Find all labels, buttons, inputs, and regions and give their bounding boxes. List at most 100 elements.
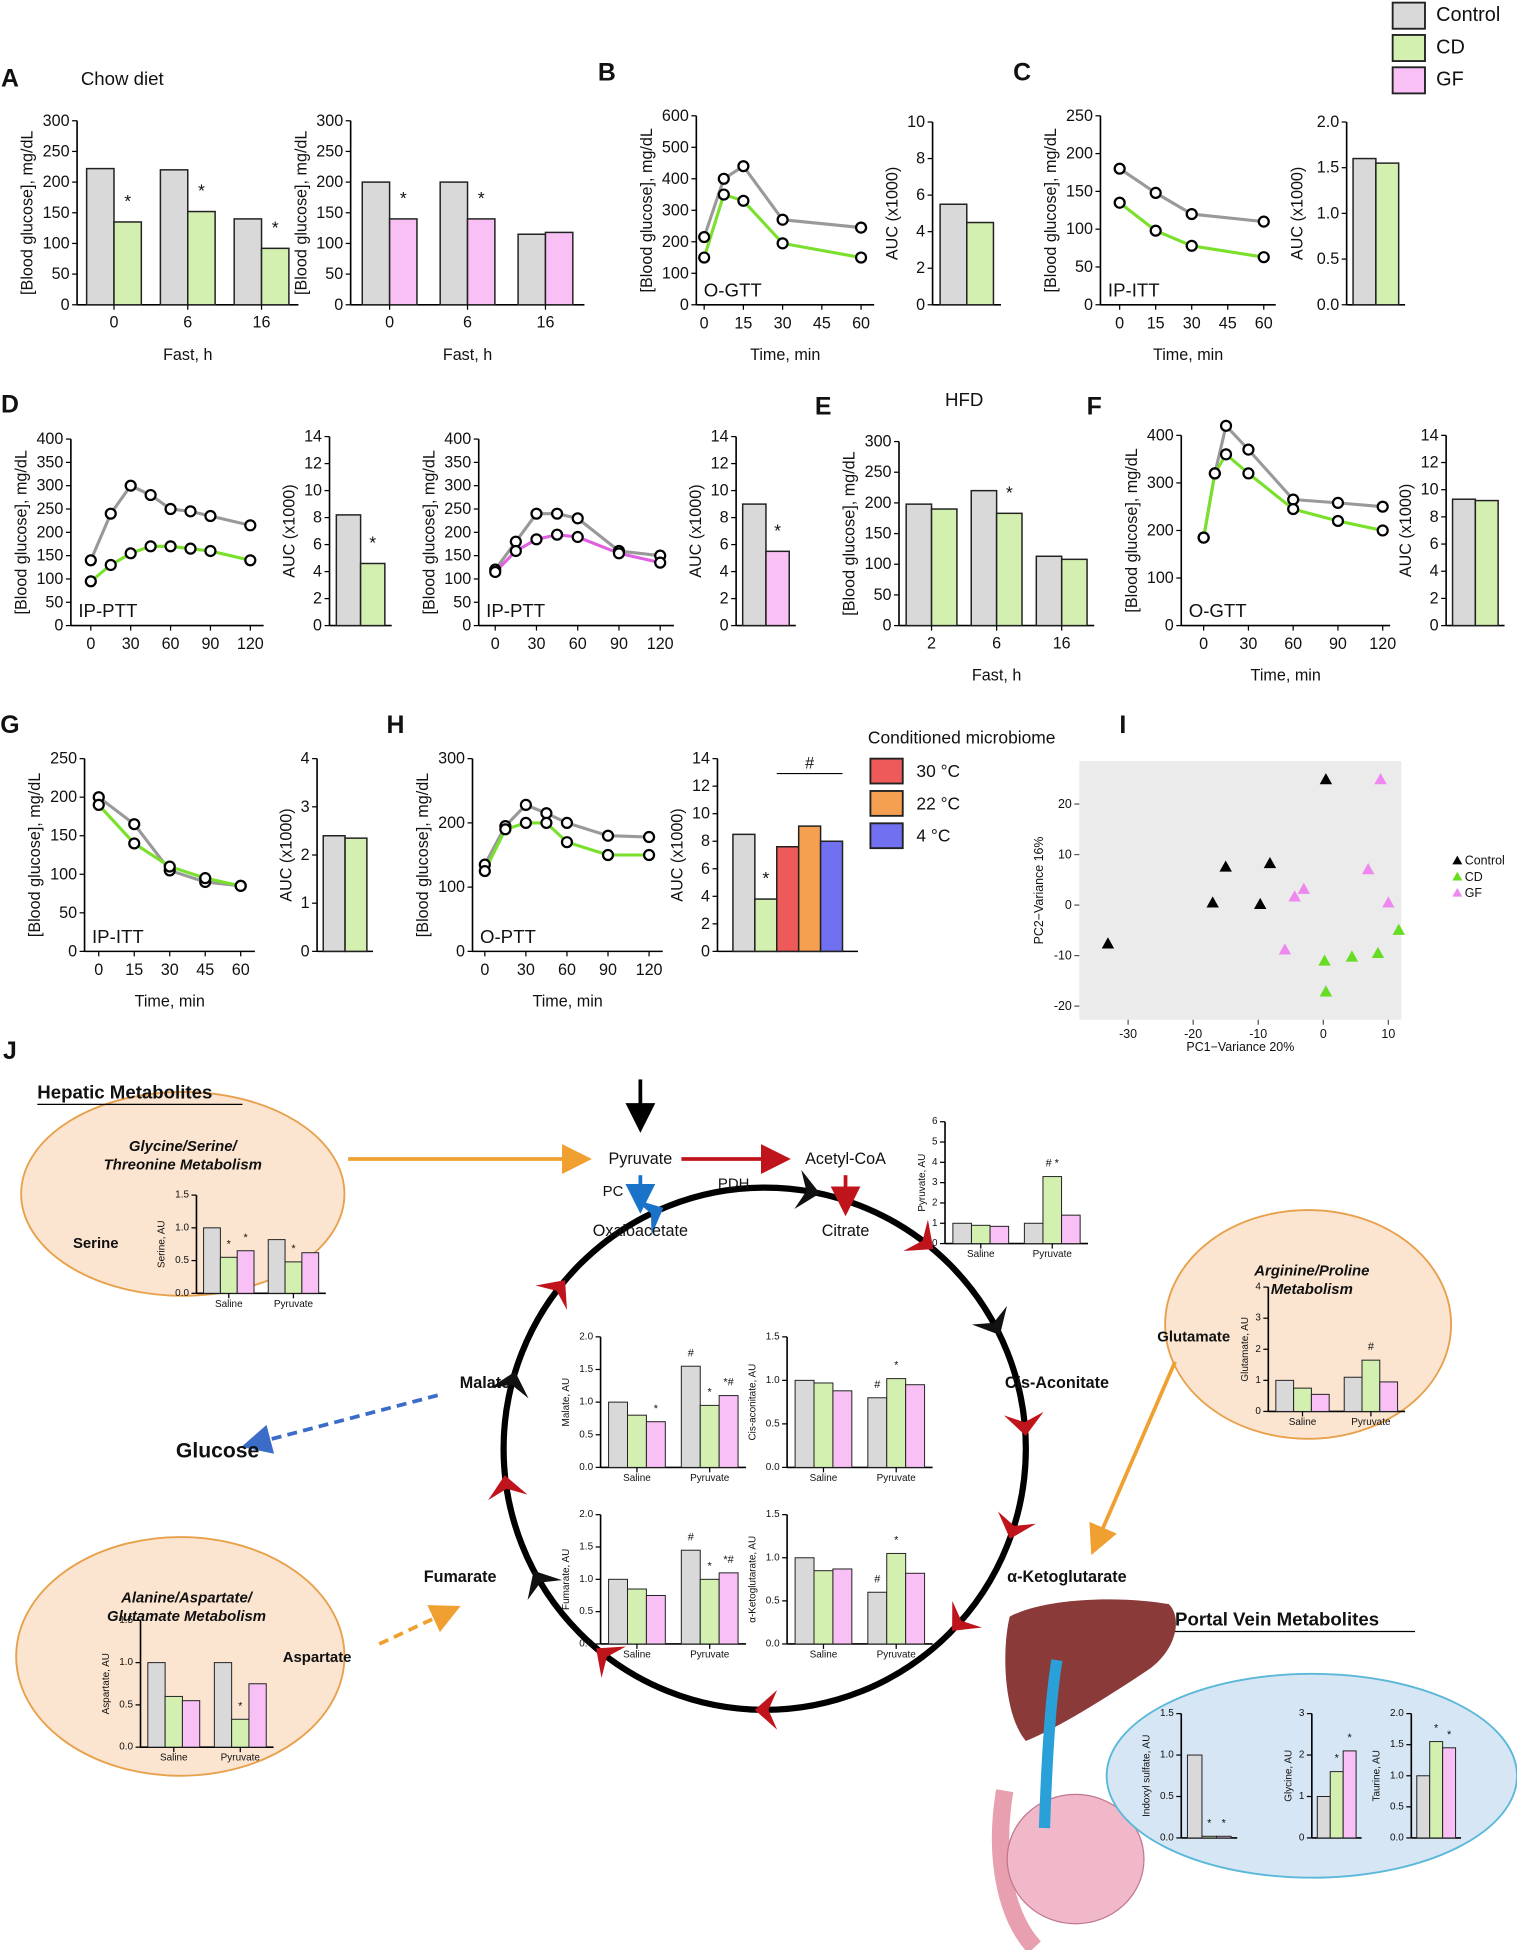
marker (717, 172, 730, 185)
x-tick-label: 120 (237, 635, 264, 653)
x-tick-label: 60 (1284, 635, 1302, 653)
bar (832, 1390, 853, 1468)
chevron (794, 1169, 820, 1210)
chart-note: IP-ITT (1108, 279, 1160, 300)
y-tick-label: 0 (883, 617, 892, 635)
x-tick-label: 30 (161, 961, 179, 979)
point (1278, 943, 1292, 955)
bar (359, 562, 386, 627)
bar (1474, 499, 1499, 627)
marker (550, 528, 564, 541)
y-tick-label: 0 (916, 296, 925, 314)
bar (260, 247, 290, 306)
marker (698, 230, 711, 244)
bar (797, 825, 822, 953)
marker (1208, 467, 1221, 480)
y-axis-label: [Blood glucose], mg/dL (1123, 448, 1141, 612)
bar (1352, 157, 1377, 306)
y-tick-label: 1.0 (579, 1397, 593, 1408)
x-tick-label: Pyruvate (1033, 1249, 1073, 1260)
panel-label: D (1, 390, 19, 418)
point (1288, 890, 1301, 902)
bar (699, 1404, 720, 1468)
y-tick-label: 0 (1255, 1406, 1261, 1417)
y-tick-label: 50 (325, 265, 343, 283)
x-tick-label: 6 (463, 314, 472, 332)
y-tick-label: 100 (43, 234, 70, 252)
portal-vein (1038, 1659, 1063, 1829)
y-tick-label: 100 (444, 570, 471, 588)
chevron (596, 1646, 627, 1678)
y-axis-label: [Blood glucose], mg/dL (19, 131, 37, 295)
y-tick-label: 0 (1065, 898, 1072, 912)
x-tick-label: -30 (1119, 1027, 1137, 1041)
chevron (634, 1199, 664, 1236)
marker (84, 554, 97, 567)
x-tick-label: 0 (480, 961, 489, 979)
marker (1113, 162, 1126, 175)
legend-label: 30 °C (916, 761, 960, 781)
y-tick-label: 1 (1255, 1375, 1261, 1386)
y-tick-label: 100 (662, 264, 689, 282)
legend-label: 4 °C (916, 826, 950, 846)
significance: * (1222, 1817, 1227, 1829)
marker (654, 556, 667, 569)
y-tick-label: 14 (711, 428, 729, 446)
marker (854, 221, 868, 234)
y-tick-label: 0 (932, 1238, 938, 1249)
significance: *# (723, 1554, 734, 1566)
y-tick-label: 250 (43, 142, 70, 160)
y-tick-label: 50 (59, 904, 77, 922)
diagram-label: Malate (460, 1374, 510, 1392)
y-tick-label: 0 (61, 296, 70, 314)
x-tick-label: Saline (215, 1299, 243, 1310)
x-tick-label: 16 (253, 314, 271, 332)
y-axis-label: AUC (x1000) (280, 484, 298, 577)
y-axis-label: AUC (x1000) (884, 167, 902, 260)
y-tick-label: 0.5 (766, 1418, 780, 1429)
y-tick-label: 100 (316, 234, 343, 252)
diagram-label: Pyruvate (608, 1150, 672, 1168)
legend-label: 22 °C (916, 793, 960, 813)
bar (1310, 1393, 1330, 1412)
marker (540, 807, 553, 820)
x-tick-label: 45 (196, 961, 214, 979)
y-axis-label: Taurine, AU (1372, 1750, 1383, 1801)
y-tick-label: 300 (438, 750, 465, 768)
y-tick-label: 8 (313, 509, 322, 527)
x-tick-label: 0 (86, 635, 95, 653)
bar (267, 1239, 286, 1294)
y-tick-label: 50 (453, 593, 471, 611)
marker (84, 575, 97, 588)
y-tick-label: 1.0 (175, 1222, 189, 1233)
significance: * (369, 532, 376, 552)
panel-label: H (386, 711, 404, 739)
marker (184, 542, 197, 555)
bar (322, 834, 346, 953)
significance: * (198, 181, 205, 201)
marker (540, 816, 553, 829)
marker (244, 519, 257, 532)
line (1202, 422, 1383, 538)
bar (517, 233, 547, 306)
bar (544, 231, 574, 306)
y-tick-label: 0.0 (579, 1462, 593, 1473)
y-tick-label: 300 (36, 477, 63, 495)
point (1319, 773, 1333, 785)
significance: * (762, 868, 769, 888)
y-tick-label: 300 (1147, 474, 1174, 492)
y-tick-label: 2 (720, 590, 729, 608)
bar (1416, 1775, 1431, 1839)
point (1206, 896, 1219, 908)
y-axis-label: [Blood glucose], mg/dL (841, 451, 859, 615)
y-tick-label: 150 (316, 204, 343, 222)
y-tick-label: 300 (43, 112, 70, 130)
y-tick-label: 14 (304, 428, 322, 446)
bar (905, 1384, 926, 1468)
y-tick-label: 0.0 (175, 1288, 189, 1299)
marker (1219, 448, 1233, 461)
legend-label: Control (1436, 4, 1500, 26)
marker (1113, 196, 1126, 209)
tca-cycle (500, 1184, 1029, 1713)
marker (854, 251, 868, 264)
